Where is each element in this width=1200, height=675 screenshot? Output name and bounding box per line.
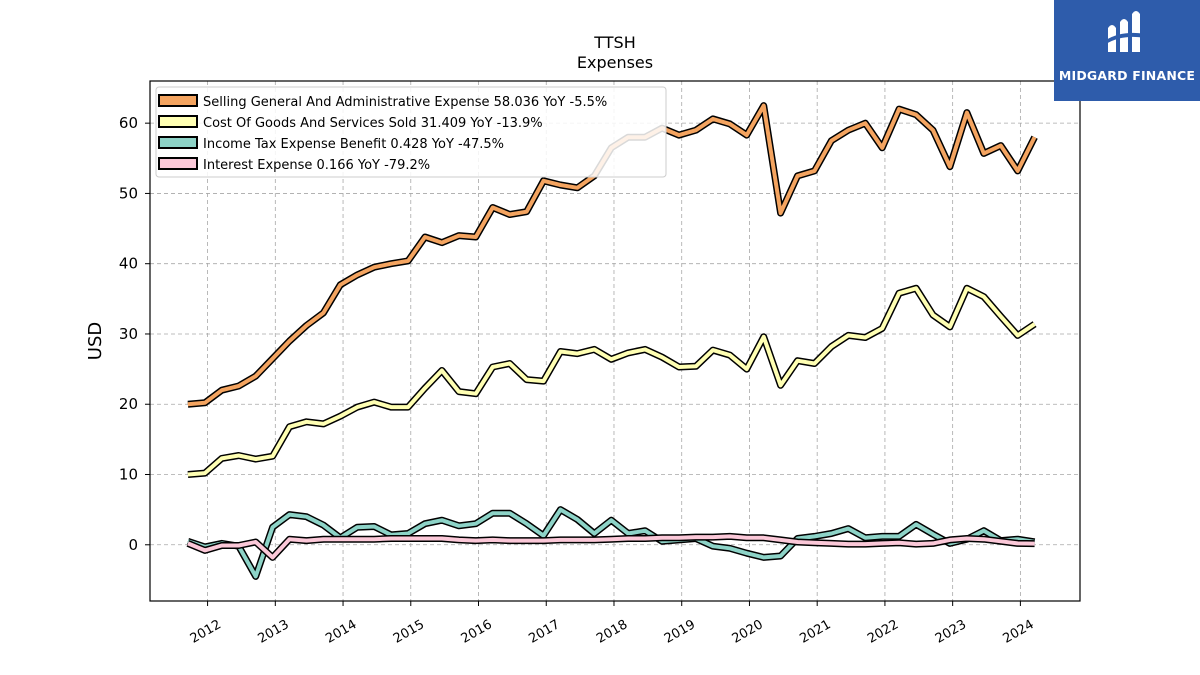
x-tick-label: 2013 xyxy=(255,617,291,647)
legend-swatch xyxy=(158,94,198,107)
x-tick-label: 2012 xyxy=(188,617,224,647)
x-tick-label: 2015 xyxy=(391,617,427,647)
chart-title: TTSH xyxy=(593,33,635,52)
plot-frame xyxy=(149,80,1081,602)
y-tick-label: 60 xyxy=(119,114,138,132)
legend-entry: Interest Expense 0.166 YoY -79.2% xyxy=(203,158,430,173)
y-tick-label: 40 xyxy=(119,255,138,273)
x-tick-label: 2019 xyxy=(662,617,698,647)
y-tick-label: 0 xyxy=(128,536,138,554)
legend: Selling General And Administrative Expen… xyxy=(155,86,667,178)
y-tick-label: 10 xyxy=(119,466,138,484)
x-tick-label: 2023 xyxy=(933,617,969,647)
x-tick-label: 2022 xyxy=(865,617,901,647)
x-tick-label: 2014 xyxy=(323,617,359,647)
y-tick-label: 20 xyxy=(119,395,138,413)
chart-subtitle: Expenses xyxy=(577,53,653,72)
x-tick-label: 2016 xyxy=(459,617,495,647)
brand-logo: MIDGARD FINANCE xyxy=(1054,0,1200,101)
series-line xyxy=(186,532,1035,561)
legend-swatch xyxy=(158,115,198,128)
y-axis-label: USD xyxy=(85,322,106,360)
y-tick-label: 30 xyxy=(119,325,138,343)
legend-swatch xyxy=(158,157,198,170)
legend-entry: Cost Of Goods And Services Sold 31.409 Y… xyxy=(203,116,543,131)
x-tick-label: 2017 xyxy=(526,617,562,647)
series-line-stroke xyxy=(187,286,1036,477)
legend-entry: Income Tax Expense Benefit 0.428 YoY -47… xyxy=(203,137,504,152)
series-line-stroke xyxy=(187,534,1035,560)
x-tick-label: 2024 xyxy=(1001,617,1037,647)
midgard-logo-icon xyxy=(1106,11,1146,52)
series-lines xyxy=(186,102,1038,580)
legend-entry: Selling General And Administrative Expen… xyxy=(203,95,607,110)
series-line xyxy=(186,506,1036,580)
series-line-stroke xyxy=(187,507,1035,579)
x-tick-label: 2018 xyxy=(594,617,630,647)
x-tick-label: 2021 xyxy=(797,617,833,647)
legend-box xyxy=(155,86,667,178)
logo-text: MIDGARD FINANCE xyxy=(1058,68,1196,83)
series-line xyxy=(187,284,1037,478)
x-tick-label: 2020 xyxy=(730,617,766,647)
legend-swatch xyxy=(158,136,198,149)
y-tick-label: 50 xyxy=(119,184,138,202)
